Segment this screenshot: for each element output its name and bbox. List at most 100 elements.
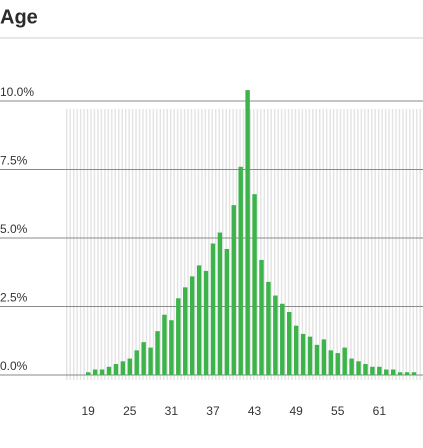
stripe: [90, 109, 92, 381]
bar: [321, 339, 327, 375]
bar: [384, 369, 389, 375]
stripe: [280, 109, 283, 381]
bar: [120, 361, 126, 375]
stripe: [322, 109, 324, 381]
bar: [411, 372, 417, 375]
stripe: [398, 109, 401, 381]
stripe: [100, 109, 103, 381]
stripe: [346, 109, 349, 381]
stripe: [350, 109, 352, 381]
stripe: [201, 109, 203, 381]
bar: [106, 366, 112, 375]
stripe: [183, 109, 186, 381]
bar: [162, 314, 167, 375]
stripe: [66, 109, 68, 381]
stripe: [315, 109, 318, 381]
y-tick-label: 10.0%: [0, 85, 34, 99]
stripe: [367, 109, 370, 381]
x-tick-label: 19: [82, 404, 96, 418]
stripe: [208, 109, 210, 381]
stripe: [72, 109, 75, 381]
stripe: [391, 109, 394, 381]
stripe: [412, 109, 415, 381]
stripe: [273, 109, 276, 381]
stripe: [93, 109, 96, 381]
bar: [300, 333, 306, 375]
stripe: [163, 109, 165, 381]
stripe: [336, 109, 338, 381]
stripe: [228, 109, 231, 381]
bar: [404, 372, 410, 375]
bar: [273, 295, 278, 375]
bar: [377, 366, 382, 375]
bar: [342, 347, 347, 375]
stripe: [107, 109, 110, 381]
stripe: [381, 109, 383, 381]
bar: [224, 248, 230, 375]
stripe: [159, 109, 162, 381]
background-stripes: [66, 109, 421, 381]
stripe: [312, 109, 314, 381]
stripe: [215, 109, 217, 381]
bar: [252, 194, 257, 375]
stripe: [204, 109, 207, 381]
stripe: [194, 109, 196, 381]
bar: [390, 369, 396, 375]
stripe: [97, 109, 99, 381]
stripe: [124, 109, 127, 381]
bar: [217, 232, 223, 375]
bar: [266, 281, 271, 375]
stripe: [360, 109, 363, 381]
stripe: [121, 109, 123, 381]
bar: [141, 342, 146, 375]
bar: [328, 350, 334, 375]
bar: [370, 366, 375, 375]
bar: [280, 303, 285, 375]
stripe: [319, 109, 321, 381]
stripe: [294, 109, 297, 381]
stripe: [135, 109, 137, 381]
x-tick-label: 49: [289, 404, 303, 418]
bar: [397, 372, 403, 375]
x-tick-label: 55: [331, 404, 345, 418]
stripe: [166, 109, 168, 381]
stripe: [419, 109, 421, 381]
stripe: [69, 109, 71, 381]
bar: [349, 358, 354, 375]
stripe: [284, 109, 286, 381]
stripe: [83, 109, 85, 381]
stripe: [405, 109, 408, 381]
bar: [245, 90, 250, 375]
y-tick-label: 2.5%: [0, 291, 28, 305]
stripe: [176, 109, 179, 381]
stripe: [111, 109, 113, 381]
stripe: [339, 109, 342, 381]
stripe: [156, 109, 158, 381]
bar: [210, 243, 216, 375]
stripe: [86, 109, 89, 381]
bar: [85, 372, 91, 375]
stripe: [263, 109, 266, 381]
stripe: [128, 109, 130, 381]
x-tick-label: 31: [165, 404, 179, 418]
y-tick-label: 0.0%: [0, 359, 28, 373]
bar: [335, 353, 340, 375]
stripe: [291, 109, 293, 381]
bar: [314, 344, 320, 375]
bar: [99, 369, 105, 375]
bar: [155, 331, 160, 375]
stripe: [270, 109, 272, 381]
stripe: [267, 109, 269, 381]
stripe: [416, 109, 418, 381]
bar: [169, 320, 174, 375]
stripe: [409, 109, 411, 381]
stripe: [114, 109, 116, 381]
stripe: [287, 109, 290, 381]
stripe: [235, 109, 238, 381]
stripe: [138, 109, 141, 381]
stripe: [301, 109, 304, 381]
stripe: [377, 109, 380, 381]
stripe: [305, 109, 307, 381]
bar: [92, 369, 98, 375]
